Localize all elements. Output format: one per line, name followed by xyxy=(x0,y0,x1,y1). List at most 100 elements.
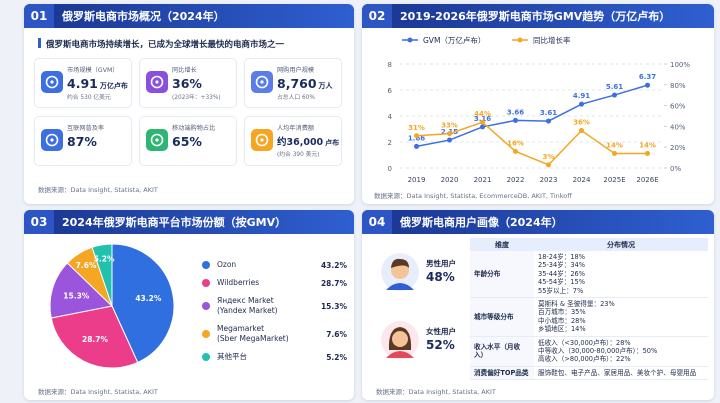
legend-label: Ozon xyxy=(217,260,237,269)
data-label: 33% xyxy=(441,122,458,130)
distribution-item: 服饰鞋包、电子产品、家居用品、美妆个护、母婴用品 xyxy=(538,368,697,377)
point xyxy=(414,143,419,149)
kpi-text: 市场规模（GVM） 4.91 万亿卢布约合 530 亿美元 xyxy=(67,65,128,101)
kpi-icon xyxy=(146,71,168,93)
point xyxy=(513,148,518,154)
data-label: 31% xyxy=(408,124,425,132)
icon-glyph xyxy=(255,75,269,89)
subtitle: 俄罗斯电商市场持续增长，已成为全球增长最快的电商市场之一 xyxy=(46,40,285,50)
slice-label: 5.2% xyxy=(94,254,115,263)
legend: Ozon 43.2% Wildberries 28.7% Яндекс Market (… xyxy=(202,260,347,370)
kpi-card: 互联网普及率 87% xyxy=(34,116,132,166)
pie-slice xyxy=(111,243,175,364)
y-tick-label: 2 xyxy=(388,139,392,147)
pie-slice xyxy=(49,262,114,319)
kpi-value-row: 4.91 万亿卢布 xyxy=(67,76,128,91)
data-label: 14% xyxy=(606,141,623,149)
icon-glyph xyxy=(45,75,59,89)
legend-item: Ozon 43.2% xyxy=(202,260,347,270)
kpi-card: 市场规模（GVM） 4.91 万亿卢布约合 530 亿美元 xyxy=(34,58,132,108)
kpi-icon xyxy=(41,129,63,151)
kpi-icon xyxy=(251,71,273,93)
y2-tick-label: 0% xyxy=(670,165,681,173)
distribution-item: 45-54岁：15% xyxy=(538,278,586,287)
panel-number: 01 xyxy=(24,4,54,28)
data-label: 3.16 xyxy=(474,115,491,123)
kpi-text: 移动端购物占比 65% xyxy=(172,123,215,149)
point xyxy=(612,92,617,98)
icon-glyph xyxy=(150,133,164,147)
female-avatar xyxy=(381,321,419,359)
distribution-item: 乡镇地区：14% xyxy=(538,325,586,334)
data-label: 36% xyxy=(573,119,590,127)
y-tick-label: 8 xyxy=(388,61,392,69)
series-line xyxy=(416,121,648,166)
dimension-cell: 收入水平（月收入） xyxy=(470,336,534,367)
kpi-note: 约合 530 亿美元 xyxy=(67,95,111,101)
legend-value: 7.6% xyxy=(326,329,347,339)
data-label: 4.91 xyxy=(573,92,590,100)
x-tick-label: 2021 xyxy=(474,176,492,184)
legend-label: Wildberries xyxy=(217,278,260,287)
kpi-text: 同比增长 36% (2023年：+33%) xyxy=(172,65,221,101)
market-overview-panel: 01 俄罗斯电商市场概况（2024年） 俄罗斯电商市场持续增长，已成为全球增长最快… xyxy=(24,4,354,204)
kpi-note: (约合 390 美元) xyxy=(277,152,320,158)
y-tick-label: 4 xyxy=(388,113,393,121)
point xyxy=(447,137,452,143)
panel-number: 03 xyxy=(24,210,54,234)
kpi-card: 移动端购物占比 65% xyxy=(139,116,237,166)
gender-label: 男性用户 xyxy=(426,259,456,268)
data-label: 1.66 xyxy=(408,134,425,142)
series-line xyxy=(416,84,648,148)
kpi-text: 人均年消费额约36,000 卢布 (约合 390 美元) xyxy=(277,123,339,158)
distribution-item: 百万城市：35% xyxy=(538,308,586,317)
gmv-trend-panel: 02 2019-2026年俄罗斯电商市场GMV趋势（万亿卢布） 0 2 4 6 8 0% 20… xyxy=(362,4,714,204)
kpi-icon xyxy=(41,71,63,93)
accent-bar xyxy=(38,38,41,48)
dimension-cell: 消费偏好TOP品类 xyxy=(470,366,534,381)
legend-item: Megamarket (Sber MegaMarket) 7.6% xyxy=(202,324,347,344)
source: 数据来源：Data Insight, Statista, AKIT xyxy=(376,388,496,396)
kpi-card: 人均年消费额约36,000 卢布 (约合 390 美元) xyxy=(244,116,342,166)
point xyxy=(579,101,584,107)
y2-tick-label: 60% xyxy=(670,103,686,111)
source: 数据来源：Data Insight, Statista, AKIT xyxy=(38,388,158,396)
icon-glyph xyxy=(45,133,59,147)
y2-tick-label: 100% xyxy=(670,61,690,69)
kpi-value: 36% xyxy=(172,76,202,91)
x-tick-label: 2024 xyxy=(573,176,591,184)
kpi-label: 市场规模（GVM） xyxy=(67,67,119,74)
kpi-value: 4.91 xyxy=(67,76,98,91)
legend-dot xyxy=(202,302,210,310)
y-tick-label: 6 xyxy=(388,87,393,95)
x-tick-label: 2025E xyxy=(603,176,625,184)
data-label: 3.66 xyxy=(507,108,524,116)
legend-marker xyxy=(517,37,523,43)
distribution-item: 高收入（>80,000卢布）：22% xyxy=(538,355,631,364)
slice-label: 7.6% xyxy=(76,261,97,270)
y-tick-label: 0 xyxy=(388,165,392,173)
data-label: 16% xyxy=(507,139,524,147)
panel-title: 俄罗斯电商用户画像（2024年） xyxy=(400,216,563,229)
legend-value: 5.2% xyxy=(326,352,347,362)
table-header: 分布情况 xyxy=(534,238,708,251)
kpi-note: (2023年：+33%) xyxy=(172,95,221,101)
legend-dot xyxy=(202,261,210,269)
table-row: 年龄分布 18-24岁：18% 25-34岁：34% 35-44岁：26% 45-54岁… xyxy=(470,251,708,299)
kpi-value: 65% xyxy=(172,134,202,149)
table-row: 消费偏好TOP品类 服饰鞋包、电子产品、家居用品、美妆个护、母婴用品 xyxy=(470,366,708,381)
gender-value: 48% xyxy=(426,270,455,284)
slice-label: 43.2% xyxy=(135,294,162,303)
profile-table: 维度 分布情况 年龄分布 18-24岁：18% 25-34岁：34% 35-44岁：26%… xyxy=(470,238,708,381)
kpi-value-row: 约36,000 卢布 xyxy=(277,134,339,148)
pie-slice xyxy=(91,243,113,307)
table-header-row: 维度 分布情况 xyxy=(470,238,708,251)
point xyxy=(546,118,551,124)
legend-marker xyxy=(407,37,413,43)
kpi-label: 人均年消费额 xyxy=(277,125,315,132)
distribution-cell: 莫斯科 & 圣彼得堡：23% 百万城市：35% 中小城市：28% 乡镇地区：14% xyxy=(534,297,708,337)
distribution-item: 莫斯科 & 圣彼得堡：23% xyxy=(538,300,615,309)
distribution-item: 55岁以上：7% xyxy=(538,286,584,295)
gender-value: 52% xyxy=(426,338,455,352)
